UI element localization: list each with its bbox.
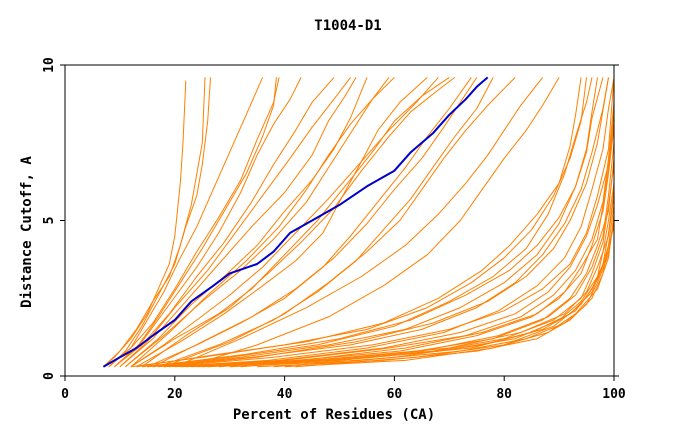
series-line-19 [152, 77, 478, 368]
series-line-16 [136, 77, 428, 368]
x-tick-label: 40 [277, 387, 293, 402]
series-line-45 [273, 189, 614, 368]
highlight-series-line [102, 76, 489, 368]
series-line-5 [108, 77, 280, 368]
series-line-35 [180, 127, 614, 368]
series-line-2 [103, 77, 206, 368]
y-axis-label: Distance Cutoff, A [19, 156, 35, 308]
series-line-39 [202, 164, 614, 368]
series-line-23 [185, 77, 560, 368]
series-line-21 [163, 77, 516, 368]
series-line-33 [169, 111, 614, 368]
series-line-10 [119, 77, 357, 368]
series-line-36 [185, 120, 614, 368]
series-line-27 [147, 77, 598, 368]
series-line-6 [114, 77, 277, 368]
x-tick-label: 80 [496, 387, 512, 402]
x-axis: 0 20 40 60 80 100 [61, 376, 626, 402]
series-line-7 [114, 77, 335, 368]
series-line-22 [174, 77, 543, 368]
series-line-34 [174, 102, 614, 368]
series-line-11 [125, 77, 368, 368]
x-axis-label: Percent of Residues (CA) [233, 407, 435, 423]
y-tick-label: 0 [42, 372, 57, 380]
series-line-47 [295, 220, 614, 368]
x-tick-label: 20 [167, 387, 183, 402]
series-line-4 [108, 77, 264, 368]
series-line-28 [147, 77, 604, 368]
series-line-14 [130, 77, 439, 368]
series-line-37 [191, 158, 614, 368]
series-line-46 [284, 214, 614, 368]
series-line-30 [158, 77, 609, 368]
y-axis: 0 5 10 [42, 57, 619, 380]
series-line-31 [163, 77, 614, 368]
series-line-3 [108, 77, 211, 368]
x-tick-label: 60 [387, 387, 403, 402]
series-line-17 [141, 77, 456, 368]
y-tick-label: 10 [42, 57, 57, 73]
x-tick-label: 0 [61, 387, 69, 402]
series-line-25 [136, 77, 582, 368]
series-line-13 [130, 77, 395, 368]
series-line-41 [218, 195, 614, 368]
series-line-8 [114, 77, 302, 368]
series-line-15 [130, 76, 450, 368]
y-tick-label: 5 [42, 217, 57, 225]
series-line-32 [163, 77, 614, 368]
series-line-26 [141, 77, 593, 368]
chart-title: T1004-D1 [314, 18, 381, 34]
series-line-9 [119, 77, 351, 368]
x-tick-label: 100 [602, 387, 626, 402]
series-line-29 [152, 77, 609, 368]
